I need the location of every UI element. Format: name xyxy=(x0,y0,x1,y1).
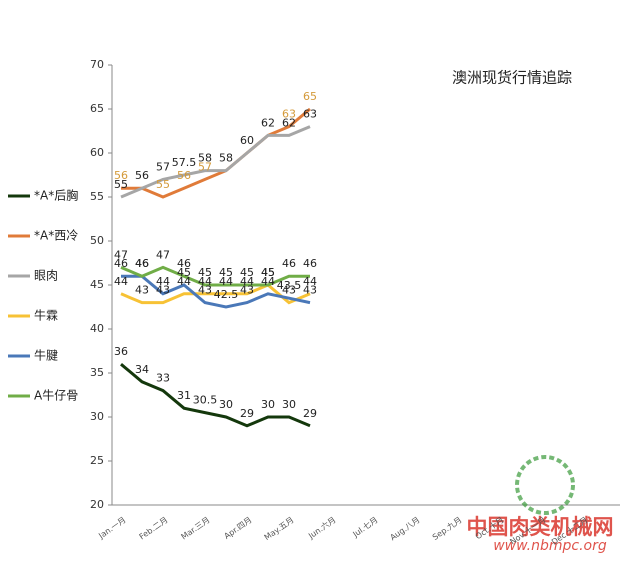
data-label: 46 xyxy=(303,257,317,270)
data-label: 63 xyxy=(282,108,296,121)
data-label: 57 xyxy=(198,160,212,173)
chart-title: 澳洲现货行情追踪 xyxy=(452,69,572,87)
x-tick-label: Apr.四月 xyxy=(222,515,253,541)
data-label: 63 xyxy=(303,108,317,121)
legend-label: *A*西冷 xyxy=(34,229,78,243)
series-line xyxy=(121,107,311,199)
x-tick-label: Sep.九月 xyxy=(431,515,464,542)
data-label: 44 xyxy=(198,275,212,288)
y-tick-label: 35 xyxy=(90,366,104,379)
data-label: 57 xyxy=(156,160,170,173)
series-line xyxy=(120,125,311,199)
data-label: 43 xyxy=(135,284,149,297)
data-label: 44 xyxy=(177,275,191,288)
data-label: 30 xyxy=(219,398,233,411)
legend-label: 眼肉 xyxy=(34,269,58,283)
data-label: 44 xyxy=(261,275,275,288)
legend-label: *A*后胸 xyxy=(34,188,78,203)
data-label: 29 xyxy=(240,407,254,420)
data-label: 65 xyxy=(303,90,317,103)
y-tick-label: 30 xyxy=(90,410,104,423)
data-label: 45 xyxy=(177,266,191,279)
series-line xyxy=(120,283,311,305)
data-label: 57.5 xyxy=(172,156,197,169)
data-label: 31 xyxy=(177,389,191,402)
data-label: 56 xyxy=(114,169,128,182)
data-label: 43 xyxy=(240,284,254,297)
data-label: 30 xyxy=(282,398,296,411)
data-label: 30 xyxy=(261,398,275,411)
data-label: 29 xyxy=(303,407,317,420)
y-tick-label: 65 xyxy=(90,102,104,115)
data-label: 44 xyxy=(114,275,128,288)
y-tick-label: 50 xyxy=(90,234,104,247)
y-tick-label: 45 xyxy=(90,278,104,291)
watermark-logo xyxy=(515,455,575,515)
y-tick-label: 40 xyxy=(90,322,104,335)
data-label: 36 xyxy=(114,345,128,358)
data-label: 44 xyxy=(156,275,170,288)
data-label: 46 xyxy=(114,257,128,270)
data-label: 43.5 xyxy=(277,279,302,292)
legend-label: A牛仔骨 xyxy=(34,388,78,403)
data-label: 45 xyxy=(240,266,254,279)
y-tick-label: 60 xyxy=(90,146,104,159)
series-line xyxy=(120,363,311,428)
x-tick-label: Jun.六月 xyxy=(306,514,338,541)
watermark-name: 中国肉类机械网 xyxy=(467,515,614,539)
watermark-url: www.nbmpc.org xyxy=(493,538,607,554)
data-label: 62 xyxy=(261,116,275,129)
data-label: 55 xyxy=(114,178,128,191)
y-tick-label: 70 xyxy=(90,58,104,71)
y-tick-label: 25 xyxy=(90,454,104,467)
x-tick-label: Feb.二月 xyxy=(138,515,170,541)
x-tick-label: Jan.一月 xyxy=(96,515,127,541)
legend-label: 牛腱 xyxy=(34,348,58,363)
data-label: 45 xyxy=(198,266,212,279)
data-label: 45 xyxy=(261,266,275,279)
data-label: 43 xyxy=(156,284,170,297)
data-label: 33 xyxy=(156,372,170,385)
series-line xyxy=(120,265,310,287)
data-label: 30.5 xyxy=(193,394,218,407)
y-tick-label: 20 xyxy=(90,498,104,511)
data-label: 42.5 xyxy=(214,288,239,301)
data-label: 46 xyxy=(135,257,149,270)
series-line xyxy=(121,274,311,309)
data-label: 58 xyxy=(219,152,233,165)
data-label: 45 xyxy=(219,266,233,279)
data-label: 45 xyxy=(261,266,275,279)
x-tick-label: Jul.七月 xyxy=(350,515,379,539)
data-label: 43 xyxy=(198,284,212,297)
x-tick-label: Aug.八月 xyxy=(388,515,421,542)
data-label: 34 xyxy=(135,363,149,376)
data-label: 60 xyxy=(240,134,254,147)
data-label: 58 xyxy=(198,152,212,165)
legend-label: 牛霖 xyxy=(34,308,58,323)
data-label: 56 xyxy=(177,169,191,182)
y-tick-label: 55 xyxy=(90,190,104,203)
data-label: 43 xyxy=(303,284,317,297)
data-label: 44 xyxy=(219,275,233,288)
data-label: 55 xyxy=(156,178,170,191)
data-label: 44 xyxy=(303,275,317,288)
data-label: 43 xyxy=(282,284,296,297)
data-label: 44 xyxy=(240,275,254,288)
x-tick-label: Mar.三月 xyxy=(179,515,211,541)
data-label: 46 xyxy=(282,257,296,270)
x-tick-label: May.五月 xyxy=(263,515,296,542)
data-label: 47 xyxy=(114,248,128,261)
data-label: 56 xyxy=(135,169,149,182)
data-label: 47 xyxy=(156,248,170,261)
data-label: 46 xyxy=(135,257,149,270)
data-label: 46 xyxy=(177,257,191,270)
data-label: 62 xyxy=(282,116,296,129)
